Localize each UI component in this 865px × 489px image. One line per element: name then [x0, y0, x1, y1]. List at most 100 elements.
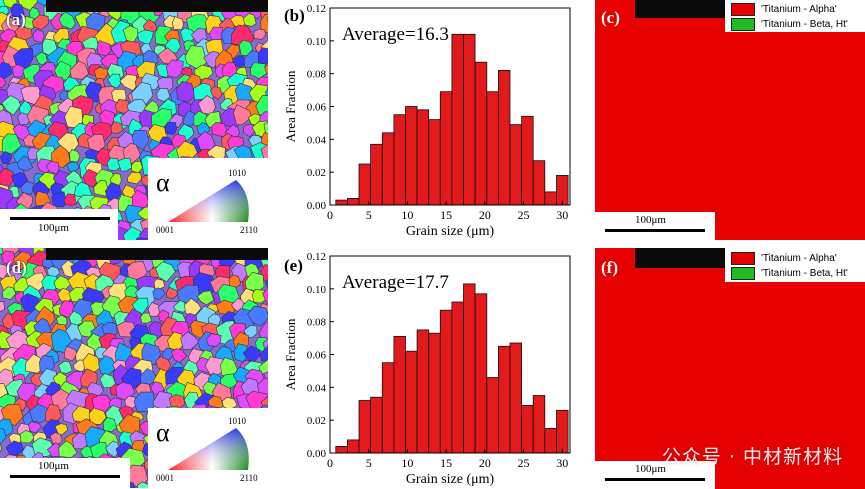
histogram-bar	[497, 345, 511, 454]
grain	[175, 80, 196, 103]
histogram-bar	[451, 301, 464, 454]
alpha-symbol: α	[156, 168, 170, 197]
y-tick-label: 0.02	[307, 415, 326, 427]
ipf-label-top: 1010	[228, 416, 246, 426]
grain	[10, 3, 25, 20]
x-tick-label: 25	[518, 208, 530, 222]
alpha-legend-label: 'Titanium - Alpha'	[761, 4, 837, 16]
phase-scale-line	[605, 478, 705, 481]
ebsd-grains-a	[0, 0, 268, 240]
phase-legend-beta: 'Titanium - Beta, Ht'	[731, 267, 848, 280]
grain	[88, 407, 107, 425]
phase-map-f: 'Titanium - Alpha' 'Titanium - Beta, Ht'…	[595, 248, 865, 489]
panel-label-d: (d)	[6, 258, 27, 277]
histogram-bar	[370, 143, 383, 206]
histogram-bar	[416, 109, 430, 206]
histogram-bar	[463, 283, 476, 454]
grain	[0, 444, 2, 453]
grain	[205, 333, 222, 347]
x-tick-label: 20	[479, 208, 491, 222]
ipf-label-left: 0001	[156, 225, 174, 235]
grain	[93, 180, 109, 197]
grain	[51, 191, 68, 208]
histogram-bar	[381, 362, 395, 454]
panel-label-a: (a)	[6, 10, 26, 29]
x-tick-label: 30	[556, 208, 568, 222]
alpha-swatch	[731, 3, 755, 16]
grain	[1, 250, 16, 266]
grain	[69, 60, 89, 80]
y-tick-label: 0.10	[307, 36, 327, 48]
histogram-bar	[463, 33, 476, 206]
grain	[1, 95, 21, 116]
x-tick-label: 20	[479, 456, 491, 470]
grain	[20, 181, 34, 195]
x-tick-label: 10	[401, 456, 413, 470]
panel-label-b: (b)	[284, 6, 305, 25]
grain	[263, 121, 268, 136]
ipf-legend-box: α 1010 0001 2110	[148, 158, 268, 240]
grain	[126, 171, 142, 185]
histogram-bar	[405, 350, 418, 454]
ebsd-map-d: 100μm α 1010 0001 2110	[0, 248, 268, 488]
ebsd-grains-d	[0, 248, 268, 488]
grain	[31, 14, 49, 31]
scale-bar-box: 100μm	[0, 209, 118, 240]
watermark: 公众号 · 中材新材料	[661, 446, 843, 468]
grain	[165, 286, 179, 299]
grain	[259, 345, 268, 363]
grain	[228, 274, 242, 288]
sample-edge	[46, 0, 268, 12]
grain	[251, 288, 267, 304]
grain	[102, 416, 117, 433]
histogram-bar	[544, 427, 557, 454]
grain	[258, 322, 268, 342]
x-tick-label: 5	[366, 208, 372, 222]
grain	[156, 87, 171, 102]
x-tick-label: 0	[327, 456, 333, 470]
histogram-bar	[544, 191, 557, 206]
grain	[58, 360, 73, 374]
grain	[54, 423, 69, 436]
grain	[196, 290, 215, 306]
grain	[165, 59, 184, 78]
ebsd-map-a: 100μm α 1010 0001 2110	[0, 0, 268, 240]
phase-scale-label: 100μm	[635, 214, 666, 226]
grain	[265, 277, 268, 289]
y-axis-label: Area Fraction	[283, 318, 298, 390]
phase-scale-box: 100μm	[595, 212, 715, 240]
y-tick-label: 0.12	[307, 3, 326, 15]
phase-legend-alpha: 'Titanium - Alpha'	[731, 3, 837, 16]
grain	[19, 429, 35, 444]
histogram-bar	[509, 124, 523, 206]
grain	[257, 47, 268, 65]
grain	[63, 193, 77, 207]
grain	[264, 64, 268, 75]
grain	[49, 432, 63, 445]
x-tick-label: 30	[556, 456, 568, 470]
scale-bar-box: 100μm	[0, 458, 130, 488]
histogram-bar	[347, 197, 360, 206]
grain	[153, 278, 166, 290]
grain	[209, 86, 223, 100]
grain	[257, 377, 268, 397]
histogram-bar	[416, 329, 430, 454]
histogram-bar	[428, 332, 441, 454]
grain	[117, 157, 133, 172]
grain	[233, 104, 253, 126]
phase-map-c: 'Titanium - Alpha' 'Titanium - Beta, Ht'…	[595, 0, 865, 240]
beta-legend-label: 'Titanium - Beta, Ht'	[761, 268, 848, 280]
grain	[0, 76, 7, 89]
histogram-b: 0.00 0.02 0.04 0.06 0.08 0.10 0.12 0 5 10 15 20 25 30…	[283, 3, 571, 239]
grain	[147, 302, 163, 317]
grain	[16, 155, 34, 172]
histogram-bar	[347, 439, 360, 454]
histogram-bar	[556, 409, 569, 454]
histogram-bar	[556, 174, 569, 206]
grain	[107, 73, 122, 89]
grain	[266, 16, 268, 23]
grain	[155, 261, 176, 283]
x-tick-label: 15	[440, 456, 452, 470]
grain	[260, 13, 268, 34]
beta-swatch	[731, 267, 755, 280]
